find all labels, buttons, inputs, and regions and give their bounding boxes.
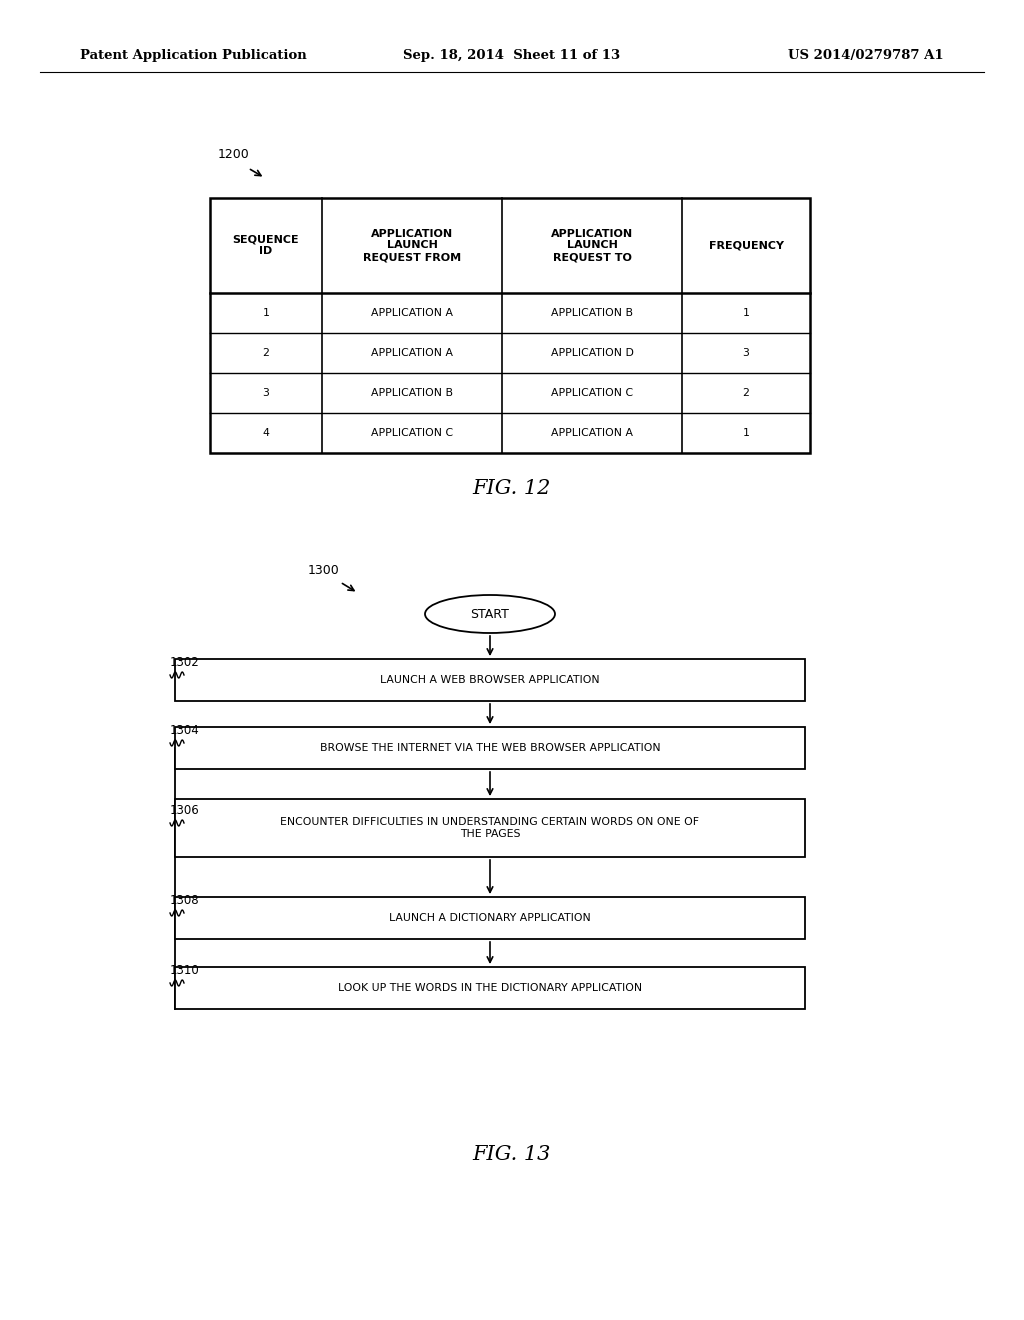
Text: APPLICATION C: APPLICATION C [551, 388, 633, 399]
Text: 1200: 1200 [218, 149, 250, 161]
Text: FREQUENCY: FREQUENCY [709, 240, 783, 251]
Text: FIG. 12: FIG. 12 [473, 479, 551, 498]
Bar [175, 968, 805, 1008]
Text: LOOK UP THE WORDS IN THE DICTIONARY APPLICATION: LOOK UP THE WORDS IN THE DICTIONARY APPL… [338, 983, 642, 993]
Text: 2: 2 [262, 348, 269, 358]
Text: Patent Application Publication: Patent Application Publication [80, 49, 307, 62]
Ellipse shape [425, 595, 555, 634]
Text: LAUNCH A WEB BROWSER APPLICATION: LAUNCH A WEB BROWSER APPLICATION [380, 675, 600, 685]
Bar [175, 727, 805, 770]
Text: APPLICATION
LAUNCH
REQUEST FROM: APPLICATION LAUNCH REQUEST FROM [362, 228, 461, 263]
Text: FIG. 13: FIG. 13 [473, 1146, 551, 1164]
Text: 1: 1 [262, 308, 269, 318]
Text: APPLICATION C: APPLICATION C [371, 428, 453, 438]
Text: Sep. 18, 2014  Sheet 11 of 13: Sep. 18, 2014 Sheet 11 of 13 [403, 49, 621, 62]
Text: APPLICATION B: APPLICATION B [551, 308, 633, 318]
Text: LAUNCH A DICTIONARY APPLICATION: LAUNCH A DICTIONARY APPLICATION [389, 913, 591, 923]
Text: APPLICATION A: APPLICATION A [371, 348, 453, 358]
Bar [175, 898, 805, 939]
Text: 2: 2 [742, 388, 750, 399]
Text: 1304: 1304 [170, 725, 200, 738]
Text: 3: 3 [742, 348, 750, 358]
Text: 1306: 1306 [170, 804, 200, 817]
Text: BROWSE THE INTERNET VIA THE WEB BROWSER APPLICATION: BROWSE THE INTERNET VIA THE WEB BROWSER … [319, 743, 660, 752]
Bar [175, 799, 805, 857]
Text: START: START [471, 607, 509, 620]
Text: 1300: 1300 [308, 564, 340, 577]
Text: 1: 1 [742, 428, 750, 438]
Text: SEQUENCE
ID: SEQUENCE ID [232, 235, 299, 256]
Bar [175, 659, 805, 701]
Text: US 2014/0279787 A1: US 2014/0279787 A1 [788, 49, 944, 62]
Text: 1: 1 [742, 308, 750, 318]
Bar [210, 198, 810, 453]
Text: APPLICATION A: APPLICATION A [371, 308, 453, 318]
Text: 1308: 1308 [170, 895, 200, 908]
Text: APPLICATION
LAUNCH
REQUEST TO: APPLICATION LAUNCH REQUEST TO [551, 228, 633, 263]
Text: ENCOUNTER DIFFICULTIES IN UNDERSTANDING CERTAIN WORDS ON ONE OF
THE PAGES: ENCOUNTER DIFFICULTIES IN UNDERSTANDING … [281, 817, 699, 838]
Text: APPLICATION D: APPLICATION D [551, 348, 634, 358]
Text: 4: 4 [262, 428, 269, 438]
Text: APPLICATION B: APPLICATION B [371, 388, 453, 399]
Text: APPLICATION A: APPLICATION A [551, 428, 633, 438]
Text: 1302: 1302 [170, 656, 200, 669]
Text: 1310: 1310 [170, 965, 200, 978]
Text: 3: 3 [262, 388, 269, 399]
